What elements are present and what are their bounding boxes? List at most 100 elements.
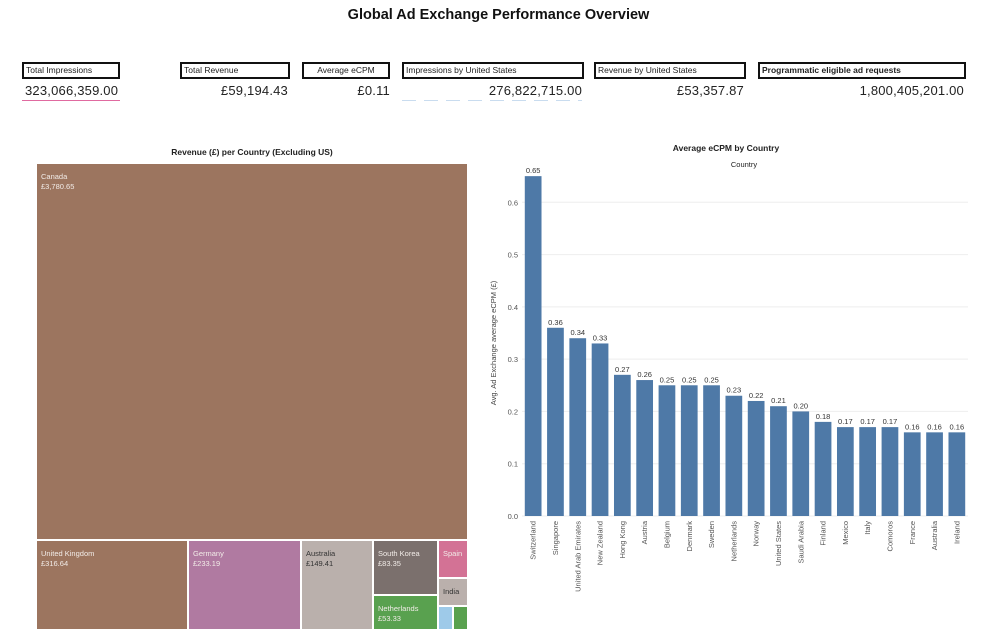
treemap-tile-name: India [443, 587, 460, 596]
kpi-total-impressions-value: 323,066,359.00 [25, 83, 119, 98]
bar-value-label: 0.23 [727, 386, 742, 395]
y-tick-label: 0.3 [508, 355, 518, 364]
bar-value-label: 0.18 [816, 412, 831, 421]
kpi-us-revenue-value: £53,357.87 [676, 83, 744, 98]
bar [903, 432, 921, 516]
treemap-tile-label: Netherlands £53.33 [378, 604, 418, 624]
bar-value-label: 0.36 [548, 318, 563, 327]
x-tick-label: Hong Kong [618, 521, 627, 559]
bar-value-label: 0.22 [749, 391, 764, 400]
bar-value-label: 0.65 [526, 166, 541, 175]
treemap-tile: Netherlands £53.33 [373, 595, 438, 630]
bar-value-label: 0.27 [615, 365, 630, 374]
treemap-tile-value: £83.35 [378, 559, 401, 568]
treemap-tile [453, 606, 468, 630]
revenue-treemap: Canada £3,780.65 United Kingdom £316.64 Germ… [36, 163, 468, 630]
bar [524, 176, 542, 516]
kpi-average-ecpm-value: £0.11 [357, 83, 390, 98]
treemap-tile-label: Spain [443, 549, 462, 559]
y-tick-label: 0.5 [508, 251, 518, 260]
treemap-tile-label: South Korea £83.35 [378, 549, 420, 569]
bar [725, 395, 743, 516]
treemap-title: Revenue (£) per Country (Excluding US) [171, 147, 333, 157]
bar [770, 406, 787, 516]
kpi-programmatic-requests-label: Programmatic eligible ad requests [758, 62, 966, 79]
bar-value-label: 0.17 [838, 417, 853, 426]
x-tick-label: Switzerland [529, 521, 538, 560]
bar [613, 374, 631, 516]
y-tick-label: 0.0 [508, 512, 518, 521]
treemap-tile: Canada £3,780.65 [36, 163, 468, 540]
kpi-total-impressions-label: Total Impressions [22, 62, 120, 79]
bar [836, 427, 854, 516]
x-tick-label: Austria [640, 520, 649, 544]
bar-value-label: 0.26 [637, 370, 652, 379]
bar [703, 385, 720, 516]
bar-value-label: 0.16 [950, 422, 965, 431]
treemap-tile-value: £3,780.65 [41, 182, 75, 191]
treemap-tile-value: £149.41 [306, 559, 334, 568]
x-tick-label: Belgium [662, 521, 671, 548]
bar [636, 380, 654, 516]
treemap-tile-name: United Kingdom [41, 549, 95, 558]
treemap-tile: South Korea £83.35 [373, 540, 438, 595]
x-tick-label: Netherlands [729, 521, 738, 562]
bar-value-label: 0.20 [793, 401, 808, 410]
kpi-programmatic-requests-value: 1,800,405,201.00 [859, 83, 964, 98]
bar-value-label: 0.21 [771, 396, 786, 405]
bar-value-label: 0.16 [905, 422, 920, 431]
kpi-us-impressions-label: Impressions by United States [402, 62, 584, 79]
x-tick-label: New Zealand [596, 521, 605, 565]
treemap-tile-name: Germany [193, 549, 224, 558]
bar [792, 411, 810, 516]
bar-value-label: 0.25 [682, 375, 697, 384]
treemap-tile-label: Canada £3,780.65 [41, 172, 74, 192]
bar [881, 427, 899, 516]
bar [547, 327, 564, 516]
kpi-total-revenue-label: Total Revenue [180, 62, 290, 79]
treemap-tile-label: India [443, 587, 459, 597]
treemap-tile: Germany £233.19 [188, 540, 301, 630]
y-tick-label: 0.1 [508, 460, 518, 469]
y-tick-label: 0.4 [508, 303, 518, 312]
bar [814, 421, 832, 516]
treemap-tile: India [438, 578, 468, 606]
treemap-tile-name: South Korea [378, 549, 420, 558]
bar-chart-subtitle: Country [730, 160, 758, 169]
bar [591, 343, 609, 516]
bar-value-label: 0.17 [860, 417, 875, 426]
treemap-tile: Australia £149.41 [301, 540, 373, 630]
treemap-tile: United Kingdom £316.64 [36, 540, 188, 630]
treemap-tile-label: Australia £149.41 [306, 549, 335, 569]
bar-value-label: 0.16 [927, 422, 942, 431]
y-axis-label: Avg. Ad Exchange average eCPM (£) [489, 280, 498, 405]
x-tick-label: United States [774, 521, 783, 566]
bar [747, 400, 765, 516]
bar [680, 385, 698, 516]
bar-value-label: 0.34 [570, 328, 585, 337]
treemap-tile: Spain [438, 540, 468, 578]
treemap-tile-name: Spain [443, 549, 463, 558]
treemap-tile-value: £233.19 [193, 559, 221, 568]
x-tick-label: Singapore [551, 521, 560, 555]
page-title: Global Ad Exchange Performance Overview [347, 7, 650, 23]
treemap-tile-name: Canada [41, 172, 68, 181]
treemap-tile-label: Germany £233.19 [193, 549, 224, 569]
treemap-tile [438, 606, 453, 630]
kpi-us-revenue-label: Revenue by United States [594, 62, 746, 79]
treemap-tile-name: Netherlands [378, 604, 419, 613]
bar-value-label: 0.25 [704, 375, 719, 384]
x-tick-label: Sweden [707, 521, 716, 548]
y-tick-label: 0.6 [508, 198, 518, 207]
bar [926, 432, 943, 516]
kpi-average-ecpm-label: Average eCPM [302, 62, 390, 79]
x-tick-label: Comoros [885, 521, 894, 552]
kpi-highlight-underline [22, 100, 120, 101]
kpi-us-impressions-value: 276,822,715.00 [488, 83, 582, 98]
bar [859, 427, 877, 516]
y-tick-label: 0.2 [508, 407, 518, 416]
ecpm-bar-chart: 0.0 0.1 0.2 0.3 0.4 0.5 0.6 Avg. Ad Exchange av… [489, 166, 968, 592]
x-tick-label: Mexico [841, 521, 850, 545]
bar [569, 338, 587, 516]
x-tick-label: Finland [819, 521, 828, 546]
